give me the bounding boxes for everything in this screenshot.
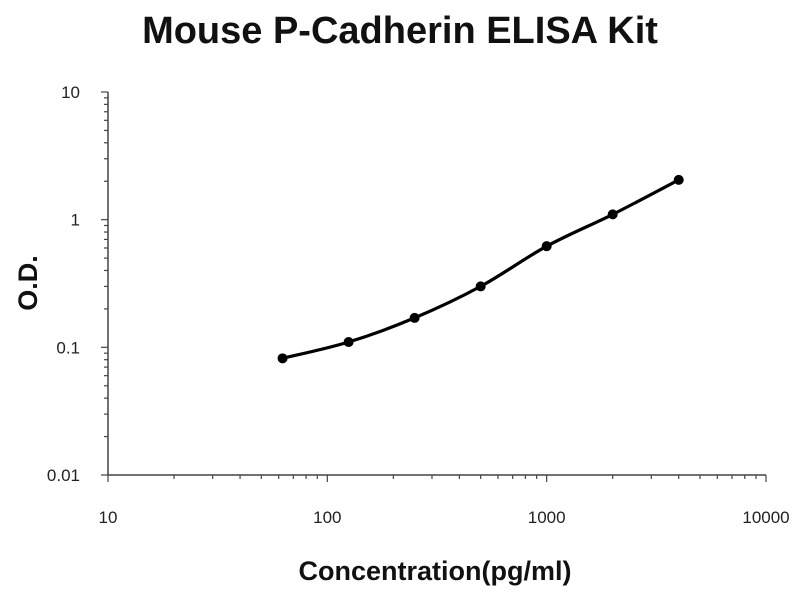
data-point [607, 209, 618, 220]
y-tick-label: 0.01 [47, 466, 80, 485]
x-tick-label: 10000 [742, 508, 789, 527]
axis-ticks [101, 91, 767, 482]
x-tick-label: 100 [313, 508, 341, 527]
y-axis-title: O.D. [13, 255, 43, 311]
y-tick-label: 1 [71, 211, 80, 230]
data-point [541, 241, 552, 252]
data-point [343, 337, 354, 348]
standard-curve-line [281, 178, 681, 360]
data-point [277, 353, 288, 364]
x-tick-label: 1000 [528, 508, 566, 527]
y-tick-label: 0.1 [56, 338, 80, 357]
axis-tick-labels: 10 100 1000 10000 0.01 0.1 1 10 [47, 83, 790, 527]
data-point [409, 312, 420, 323]
chart-axes [107, 92, 766, 476]
chart-title: Mouse P-Cadherin ELISA Kit [142, 10, 658, 52]
data-points [277, 174, 684, 364]
data-point [673, 174, 684, 185]
y-tick-label: 10 [61, 83, 80, 102]
x-axis-title: Concentration(pg/ml) [299, 556, 572, 586]
data-point [475, 281, 486, 292]
x-tick-label: 10 [99, 508, 118, 527]
